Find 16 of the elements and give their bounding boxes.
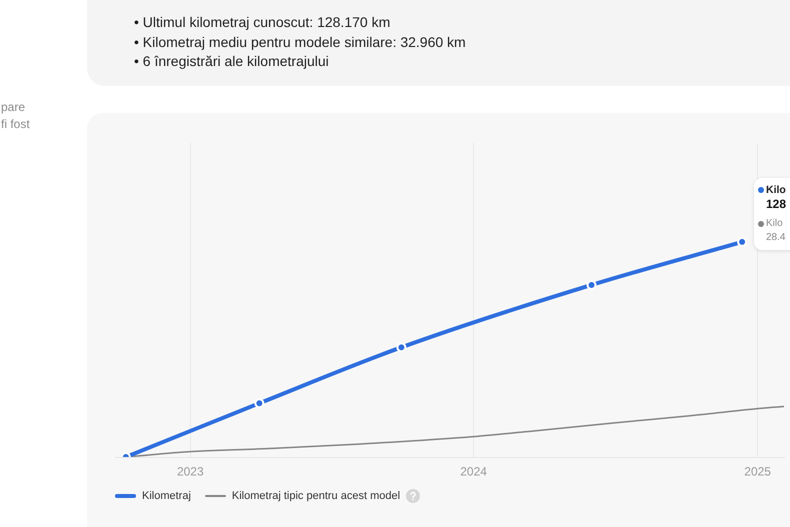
x-tick-label: 2025 bbox=[744, 464, 772, 479]
point bbox=[586, 280, 597, 290]
legend-label: Kilometraj tipic pentru acest model bbox=[232, 490, 400, 502]
tooltip: Kilo 128 Kilo 28.4 bbox=[754, 178, 790, 250]
text: • Ultimul kilometraj cunoscut: 128.170 km bbox=[134, 13, 392, 32]
annotation: 28.4 bbox=[766, 231, 786, 245]
text: fi fost bbox=[1, 116, 30, 133]
point bbox=[396, 342, 406, 352]
x-tick-label: 2023 bbox=[176, 464, 204, 479]
legend-label: Kilometraj bbox=[142, 490, 191, 502]
text: pare bbox=[1, 99, 26, 116]
point bbox=[737, 236, 748, 247]
text: • Kilometraj mediu pentru modele similare: 32.960 km bbox=[134, 32, 466, 52]
point bbox=[254, 398, 264, 408]
text: • 6 înregistrări ale kilometrajului bbox=[134, 52, 330, 71]
x-tick-label: 2024 bbox=[460, 464, 488, 479]
